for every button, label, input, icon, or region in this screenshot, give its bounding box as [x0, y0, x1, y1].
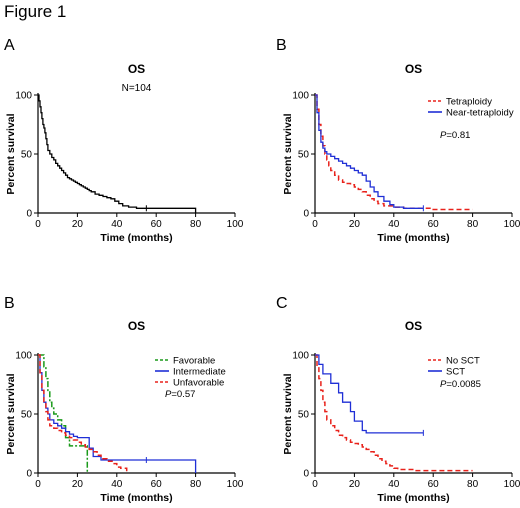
legend-entry: No SCT: [446, 356, 480, 367]
y-tick-label: 0: [303, 469, 309, 480]
x-tick-label: 80: [467, 479, 479, 490]
y-tick-label: 0: [303, 209, 309, 220]
legend-entry: Favorable: [173, 356, 215, 367]
y-tick-label: 0: [26, 469, 32, 480]
x-tick-label: 20: [349, 479, 361, 490]
y-axis-label: Percent survival: [5, 113, 17, 194]
x-tick-label: 60: [151, 219, 163, 230]
panel-letter: B: [4, 295, 15, 312]
y-tick-label: 100: [15, 351, 32, 362]
x-tick-label: 60: [151, 479, 163, 490]
legend-entry: Intermediate: [173, 367, 226, 378]
x-tick-label: 100: [227, 479, 244, 490]
y-tick-label: 0: [26, 209, 32, 220]
x-tick-label: 100: [504, 479, 520, 490]
y-tick-label: 50: [21, 150, 33, 161]
survival-curve-3: [38, 354, 128, 473]
y-tick-label: 50: [21, 410, 33, 421]
y-tick-label: 50: [298, 150, 310, 161]
panel-letter: C: [276, 295, 288, 312]
figure-title: Figure 1: [4, 2, 67, 21]
survival-curve-2: [315, 94, 424, 209]
y-tick-label: 100: [292, 351, 309, 362]
y-axis-label: Percent survival: [282, 113, 294, 194]
x-tick-label: 0: [312, 219, 318, 230]
x-tick-label: 20: [349, 219, 361, 230]
x-tick-label: 100: [504, 219, 520, 230]
x-axis-label: Time (months): [100, 492, 172, 504]
panel-title: OS: [128, 319, 145, 333]
x-tick-label: 0: [35, 479, 41, 490]
x-tick-label: 100: [227, 219, 244, 230]
legend-entry: Tetraploidy: [446, 97, 492, 108]
y-tick-label: 50: [298, 410, 310, 421]
y-tick-label: 100: [292, 91, 309, 102]
legend-entry: Near-tetraploidy: [446, 108, 514, 119]
survival-curve-1: [38, 354, 89, 473]
x-tick-label: 20: [72, 479, 84, 490]
survival-curve-1: [315, 94, 473, 211]
legend-entry: Unfavorable: [173, 378, 224, 389]
x-tick-label: 60: [428, 219, 440, 230]
x-tick-label: 60: [428, 479, 440, 490]
x-tick-label: 40: [388, 479, 400, 490]
x-tick-label: 40: [388, 219, 400, 230]
survival-curve-2: [315, 354, 424, 434]
y-axis-label: Percent survival: [282, 373, 294, 454]
panel-annotation: N=104: [122, 83, 152, 94]
survival-curve-2: [38, 354, 197, 473]
panel-letter: A: [4, 37, 15, 54]
panel-title: OS: [405, 319, 422, 333]
p-value-label: P=0.57: [165, 389, 195, 400]
y-tick-label: 100: [15, 91, 32, 102]
x-tick-label: 40: [111, 479, 123, 490]
x-axis-label: Time (months): [100, 232, 172, 244]
x-axis-label: Time (months): [377, 492, 449, 504]
p-value-label: P=0.81: [440, 130, 470, 141]
p-value-label: P=0.0085: [440, 379, 481, 390]
legend-entry: SCT: [446, 367, 465, 378]
survival-curve-1: [38, 94, 197, 213]
y-axis-label: Percent survival: [5, 373, 17, 454]
survival-curve-1: [315, 354, 473, 472]
x-tick-label: 40: [111, 219, 123, 230]
panel-title: OS: [405, 62, 422, 76]
x-tick-label: 80: [190, 479, 202, 490]
panel-letter: B: [276, 37, 287, 54]
x-axis-label: Time (months): [377, 232, 449, 244]
panel-title: OS: [128, 62, 145, 76]
x-tick-label: 80: [467, 219, 479, 230]
x-tick-label: 0: [35, 219, 41, 230]
x-tick-label: 0: [312, 479, 318, 490]
x-tick-label: 80: [190, 219, 202, 230]
x-tick-label: 20: [72, 219, 84, 230]
